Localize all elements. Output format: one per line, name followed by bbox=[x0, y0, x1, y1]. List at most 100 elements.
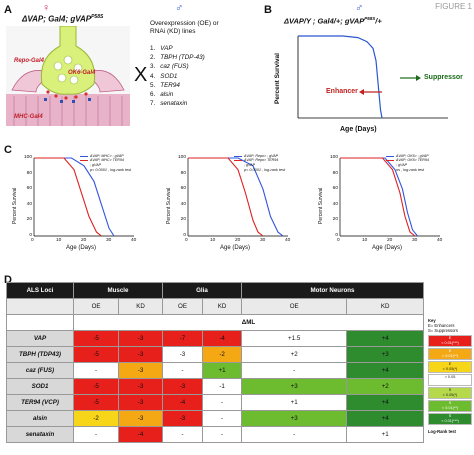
gene-name: TER94 bbox=[160, 81, 180, 89]
delta-ml-cell: +1 bbox=[240, 394, 348, 411]
x-tick-label: 40 bbox=[437, 238, 443, 243]
delta-ml-row: ΔML bbox=[6, 314, 424, 331]
chart-c-xlabel: Age (Days) bbox=[372, 245, 403, 251]
legend-text: ; gVAP bbox=[244, 162, 255, 167]
survival-chart-c1: 100 80 60 40 20 0 0 10 20 30 40 Percent Survival Age… bbox=[12, 152, 156, 262]
delta-ml-cell: - bbox=[240, 426, 348, 443]
y-tick-label: 80 bbox=[26, 170, 32, 176]
y-tick-label: 40 bbox=[180, 201, 186, 207]
legend-text: ΔVAP; OK6> TER94 bbox=[396, 158, 429, 163]
delta-ml-cell: - bbox=[240, 362, 348, 379]
survival-series-1 bbox=[188, 157, 284, 237]
x-tick-label: 10 bbox=[210, 238, 216, 243]
row-gene-name: caz (FUS) bbox=[6, 362, 74, 379]
subheader-oe: OE bbox=[240, 298, 348, 315]
survival-series-2 bbox=[34, 157, 102, 237]
survival-series-2 bbox=[340, 157, 416, 237]
legend-text: ΔVAP; Repo> ; gVAP bbox=[244, 154, 279, 158]
key-box-label: S bbox=[448, 388, 452, 392]
mhc-gal4-label: MHC-Gal4 bbox=[14, 114, 43, 120]
gene-number: 4. bbox=[150, 72, 156, 80]
delta-ml-cell: - bbox=[202, 426, 242, 443]
row-gene-name: SOD1 bbox=[6, 378, 74, 395]
gene-name: VAP bbox=[160, 45, 173, 52]
header-als-loci: ALS Loci bbox=[6, 282, 74, 299]
suppressor-arrow bbox=[400, 75, 421, 81]
delta-ml-label: ΔML bbox=[73, 314, 424, 331]
key-box-pvalue: < 0.01(**) bbox=[441, 405, 459, 410]
y-tick-label: 20 bbox=[180, 217, 186, 223]
delta-ml-cell: +3 bbox=[346, 346, 424, 363]
row-gene-name: VAP bbox=[6, 330, 74, 347]
key-footer: Log-Rank test bbox=[428, 429, 456, 434]
gene-item: 5. TER94 bbox=[150, 81, 205, 90]
delta-ml-cell: -3 bbox=[161, 346, 204, 363]
row-gene-name: TBPH (TDP43) bbox=[6, 346, 74, 363]
legend-text: ΔVAP; MHC> ; gVAP bbox=[90, 154, 124, 158]
key-box-pvalue: < 0.01(***) bbox=[441, 418, 459, 423]
legend-text: ; gVAP bbox=[90, 162, 101, 167]
survival-chart-b bbox=[297, 35, 448, 119]
chart-c-legend: ΔVAP; MHC> ; gVAP ΔVAP; MHC> TER94; gVAP p… bbox=[80, 154, 156, 173]
row-gene-name: alsin bbox=[6, 410, 74, 427]
panel-c-letter: C bbox=[4, 144, 12, 156]
delta-ml-cell: +4 bbox=[346, 362, 424, 379]
chart-c-stat: p< 0.0001 , log-rank test bbox=[244, 168, 286, 173]
delta-ml-cell: -5 bbox=[72, 394, 120, 411]
y-tick-label: 0 bbox=[183, 233, 186, 238]
delta-ml-cell: +3 bbox=[240, 410, 348, 427]
key-box-pvalue: < 0.01(**) bbox=[441, 353, 459, 358]
key-color-box: > 0.05 bbox=[428, 374, 472, 386]
chart-c-ylabel: Percent Survival bbox=[166, 187, 172, 224]
delta-ml-cell: -4 bbox=[161, 394, 204, 411]
legend-text: ; gVAP bbox=[396, 162, 407, 167]
legend-swatch bbox=[80, 155, 88, 157]
key-box-label: S bbox=[448, 414, 452, 418]
y-tick-label: 80 bbox=[180, 170, 186, 176]
key-box-label: E bbox=[448, 362, 452, 366]
delta-ml-cell: -3 bbox=[118, 378, 163, 395]
legend-swatch bbox=[80, 159, 88, 161]
x-tick-label: 10 bbox=[56, 238, 62, 243]
y-tick-label: 20 bbox=[332, 217, 338, 223]
chart-c-stat: ns , log-rank test bbox=[396, 168, 425, 173]
table-row: TER94 (VCP) -5 -3 -4- +1 +4 bbox=[6, 394, 424, 411]
key-suppressors: S= Suppressors bbox=[428, 328, 458, 333]
delta-ml-cell: -3 bbox=[118, 346, 163, 363]
gene-number: 5. bbox=[150, 81, 156, 89]
panel-b-ylabel: Percent Survival bbox=[274, 53, 281, 104]
panel-b-xlabel: Age (Days) bbox=[340, 126, 377, 133]
figure-tag: FIGURE 1 bbox=[435, 2, 472, 11]
key-color-box: S < 0.05(*) bbox=[428, 387, 472, 399]
chart-c-svg bbox=[339, 157, 440, 237]
gene-number: 3. bbox=[150, 63, 156, 71]
legend-entry: ΔVAP; MHC> ; gVAP bbox=[80, 154, 156, 158]
gene-name: SOD1 bbox=[160, 72, 178, 80]
delta-ml-cell: -3 bbox=[118, 410, 163, 427]
gene-number: 6. bbox=[150, 91, 156, 99]
key-color-box: E < 0.01(***) bbox=[428, 335, 472, 347]
chart-c-legend: ΔVAP; OK6> ; gVAP ΔVAP; OK6> TER94; gVAP n… bbox=[386, 154, 462, 173]
nmj-illustration bbox=[6, 26, 130, 126]
enhancer-label: Enhancer bbox=[326, 88, 358, 95]
x-tick-label: 0 bbox=[337, 238, 340, 243]
legend-swatch bbox=[386, 155, 394, 157]
panel-b-title: ΔVAP/Y ; Gal4/+; gVAPP58S/+ bbox=[284, 16, 382, 26]
chart-c-svg bbox=[187, 157, 288, 237]
subheader-kd: KD bbox=[118, 298, 163, 315]
y-tick-label: 100 bbox=[23, 155, 32, 160]
table-header-row: ALS Loci Muscle Glia Motor Neurons bbox=[6, 282, 424, 299]
header-muscle: Muscle bbox=[73, 282, 163, 299]
gene-item: 3. caz (FUS) bbox=[150, 62, 205, 71]
delta-ml-cell: +1.5 bbox=[240, 330, 348, 347]
gene-item: 7. senataxin bbox=[150, 99, 205, 108]
key-box-label: > 0.05 bbox=[444, 375, 456, 379]
subheader-kd: KD bbox=[346, 298, 424, 315]
legend-entry: ΔVAP; Repo> TER94 bbox=[234, 158, 310, 162]
legend-text: ΔVAP; OK6> ; gVAP bbox=[396, 154, 429, 158]
survival-chart-c3: 100 80 60 40 20 0 0 10 20 30 40 Percent Survival Age… bbox=[318, 152, 462, 262]
suppressor-label: Suppressor bbox=[424, 74, 463, 81]
table-row: SOD1 -5 -3 -3 -1 +3 +2 bbox=[6, 378, 424, 395]
delta-ml-cell: -3 bbox=[118, 330, 163, 347]
ok6-gal4-label: OK6-Gal4 bbox=[68, 70, 96, 76]
